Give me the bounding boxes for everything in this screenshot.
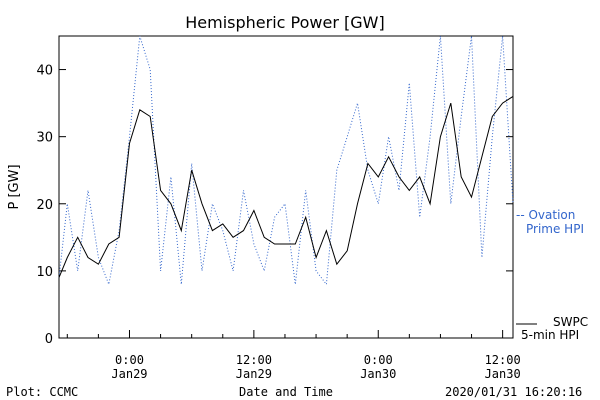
footer-left: Plot: CCMC xyxy=(6,385,78,399)
y-axis-label: P [GW] xyxy=(7,164,22,209)
x-tick-date-label: Jan29 xyxy=(236,367,272,381)
y-tick-label: 0 xyxy=(45,332,53,347)
legend: -- Ovation Prime HPI SWPC 5-min HPI xyxy=(516,208,588,342)
y-tick-label: 20 xyxy=(36,198,53,213)
x-tick-time-label: 0:00 xyxy=(364,353,393,367)
y-tick-label: 40 xyxy=(36,64,53,79)
y-tick-label: 30 xyxy=(36,131,53,146)
legend-ovation-line1: -- Ovation xyxy=(516,208,575,222)
legend-swpc-line2: 5-min HPI xyxy=(521,328,579,342)
y-tick-label: 10 xyxy=(36,265,53,280)
series-swpc-line xyxy=(58,95,514,278)
x-tick-time-label: 0:00 xyxy=(115,353,144,367)
y-axis: 0 10 20 30 40 xyxy=(36,64,513,347)
x-axis-label: Date and Time xyxy=(239,385,333,399)
plot-frame xyxy=(58,35,514,339)
x-tick-time-label: 12:00 xyxy=(236,353,272,367)
x-tick-date-label: Jan29 xyxy=(111,367,147,381)
legend-swpc-line1: SWPC xyxy=(553,315,588,329)
series-layer xyxy=(58,35,514,287)
series-ovation-prime-line xyxy=(58,35,514,287)
x-tick-date-label: Jan30 xyxy=(360,367,396,381)
chart-title: Hemispheric Power [GW] xyxy=(185,13,384,32)
x-tick-date-label: Jan30 xyxy=(485,367,521,381)
footer-timestamp: 2020/01/31 16:20:16 xyxy=(445,385,582,399)
x-tick-time-label: 12:00 xyxy=(485,353,521,367)
legend-ovation-line2: Prime HPI xyxy=(526,222,584,236)
